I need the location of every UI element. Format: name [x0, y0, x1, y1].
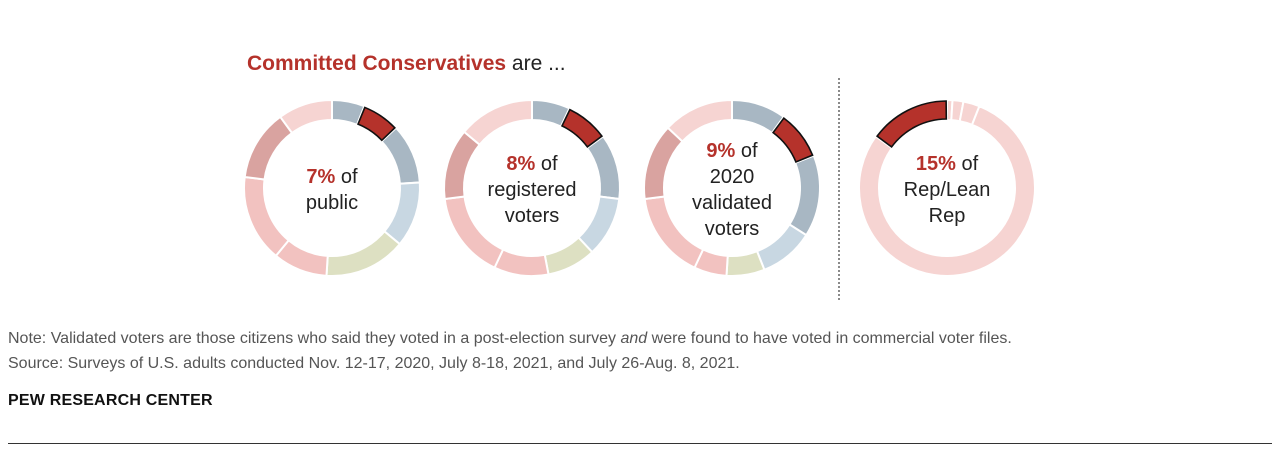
donut-label-line: voters [504, 205, 560, 227]
donut-center-label: 7% of public [262, 164, 402, 216]
divider-line [838, 78, 840, 300]
donut-label-line: 8% of [506, 153, 558, 175]
donut-segment-highlight [874, 98, 948, 150]
donut-1 [243, 98, 421, 277]
donut-label-line: public [305, 192, 359, 214]
donut-segment [278, 98, 333, 135]
note: Note: Validated voters are those citizen… [8, 326, 1012, 376]
donut-segment-outline [876, 100, 948, 149]
donut-segment [493, 248, 550, 277]
donut-segment-outline [356, 106, 396, 142]
donut-percent: 9% [706, 140, 736, 162]
donut-segment [325, 229, 402, 277]
bottom-rule [8, 443, 1272, 444]
donut-label-line: 2020 [709, 166, 755, 188]
donut-label-line: Rep [928, 205, 966, 227]
donut-segment [666, 98, 733, 143]
donut-2 [443, 98, 621, 277]
donut-percent: 15% [915, 153, 956, 175]
donut-4 [858, 98, 1036, 277]
note-line: Note: Validated voters are those citizen… [8, 330, 1012, 347]
donut-center-label: 15% of Rep/Lean Rep [877, 151, 1017, 229]
donut-segment [725, 249, 766, 277]
brand-label: PEW RESEARCH CENTER [8, 392, 213, 409]
donut-label-line: validated [691, 192, 773, 214]
title-highlight: Committed Conservatives [247, 52, 507, 75]
donut-3 [643, 98, 821, 277]
chart-title: Committed Conservatives are ... [247, 52, 566, 76]
donut-label-line: voters [704, 218, 760, 240]
note-emphasis: and [620, 330, 648, 347]
donut-label-line: 15% of [915, 153, 979, 175]
donut-center-label: 8% of registered voters [462, 151, 602, 229]
donut-label-line: Rep/Lean [903, 179, 991, 201]
donut-percent: 8% [506, 153, 536, 175]
donut-center-label: 9% of 2020 validated voters [662, 138, 802, 242]
donut-label-line: 7% of [306, 166, 358, 188]
donut-label-line: registered [487, 179, 577, 201]
donut-label-line: 9% of [706, 140, 758, 162]
donut-segment [858, 104, 1036, 277]
donut-segment [462, 98, 533, 147]
donut-segment-outline [560, 108, 603, 149]
donut-segment-outline [771, 117, 814, 164]
title-rest: are ... [506, 52, 566, 75]
donut-percent: 7% [306, 166, 336, 188]
source-line: Source: Surveys of U.S. adults conducted… [8, 355, 740, 372]
